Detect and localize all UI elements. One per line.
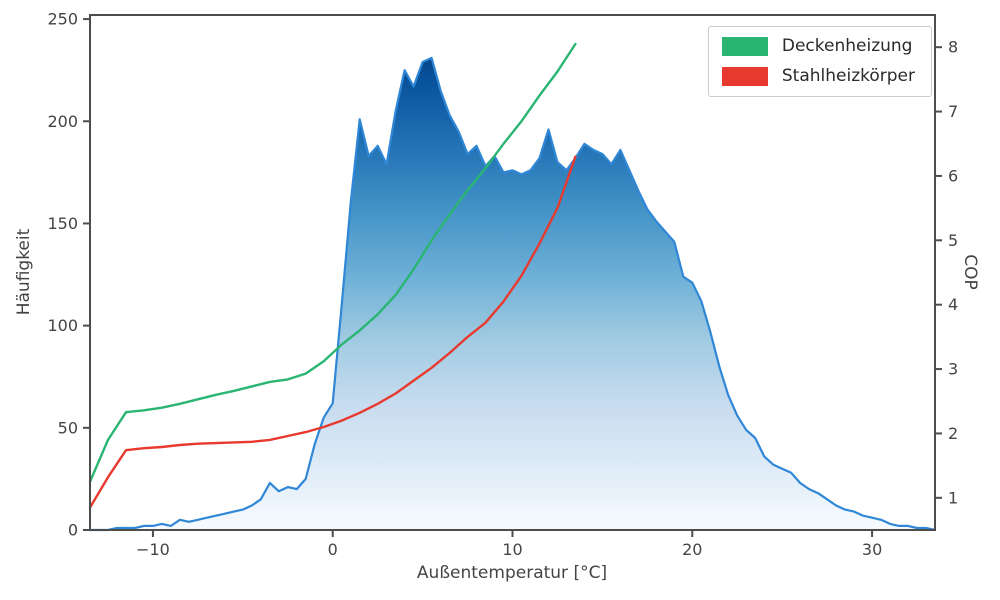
legend-item-stahlheizkoerper: Stahlheizkörper [721, 66, 915, 86]
x-tick-label: 10 [502, 540, 522, 559]
y-right-tick-label: 1 [948, 488, 958, 507]
y-left-tick-label: 50 [58, 418, 78, 437]
legend-label-stahlheizkoerper: Stahlheizkörper [781, 66, 915, 86]
legend-swatch-stahlheizkoerper [721, 67, 768, 86]
y-right-tick-label: 8 [948, 38, 958, 57]
y-left-tick-label: 200 [47, 112, 78, 131]
y-right-tick-label: 6 [948, 166, 958, 185]
y-right-tick-label: 5 [948, 231, 958, 250]
y-left-tick-label: 0 [68, 521, 78, 540]
y-left-tick-label: 250 [47, 10, 78, 29]
x-tick-label: 30 [862, 540, 882, 559]
legend-swatch-deckenheizung [721, 37, 768, 56]
y-left-tick-label: 150 [47, 214, 78, 233]
x-tick-label: −10 [136, 540, 170, 559]
y-right-tick-label: 3 [948, 360, 958, 379]
y-right-tick-label: 7 [948, 102, 958, 121]
x-tick-label: 20 [682, 540, 702, 559]
y-right-tick-label: 4 [948, 295, 958, 314]
y-right-tick-label: 2 [948, 424, 958, 443]
left-axis-label: Häufigkeit [14, 228, 34, 316]
legend-item-deckenheizung: Deckenheizung [721, 36, 915, 56]
histogram-line [90, 56, 936, 532]
series-line-deckenheizung [88, 42, 577, 483]
x-axis-label: Außentemperatur [°C] [416, 563, 608, 583]
x-tick-label: 0 [328, 540, 338, 559]
y-left-tick-label: 100 [47, 316, 78, 335]
series-line-stahlheizkoerper [88, 155, 577, 509]
histogram-area [90, 57, 935, 531]
right-axis-label: COP [960, 254, 980, 290]
legend-label-deckenheizung: Deckenheizung [781, 36, 913, 56]
legend: Deckenheizung Stahlheizkörper [707, 26, 932, 97]
